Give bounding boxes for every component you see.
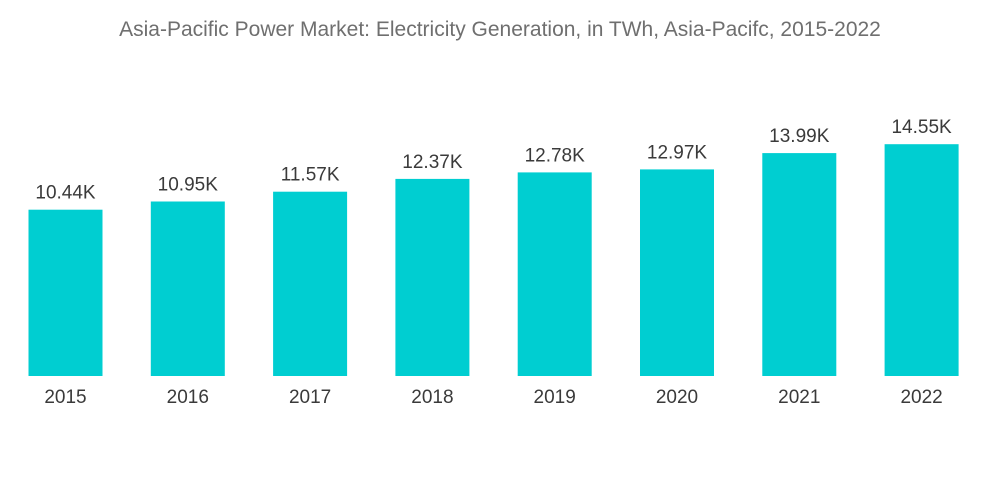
bar-2017 [273, 191, 348, 376]
value-label-2021: 13.99K [769, 126, 830, 147]
bars-layer [28, 144, 959, 376]
x-axis-ticks: 2015 2016 2017 2018 2019 2020 2021 2022 [44, 387, 942, 408]
value-label-2016: 10.95K [158, 175, 219, 196]
value-label-2017: 11.57K [281, 165, 340, 186]
x-tick-2018: 2018 [411, 387, 453, 408]
chart-title: Asia-Pacific Power Market: Electricity G… [119, 18, 881, 41]
bar-2016 [150, 201, 225, 376]
value-label-2022: 14.55K [891, 117, 952, 138]
x-tick-2015: 2015 [44, 387, 86, 408]
x-tick-2017: 2017 [289, 387, 331, 408]
x-tick-2019: 2019 [534, 387, 576, 408]
bar-2020 [640, 169, 714, 376]
x-tick-2020: 2020 [656, 387, 698, 408]
x-tick-2022: 2022 [900, 387, 942, 408]
bar-2018 [395, 178, 470, 376]
value-label-2015: 10.44K [35, 183, 96, 204]
value-label-2020: 12.97K [647, 142, 708, 163]
bar-2022 [884, 144, 959, 376]
bar-2015 [28, 209, 103, 376]
value-labels-layer: 10.44K 10.95K 11.57K 12.37K 12.78K 12.97K 13.9… [35, 117, 952, 204]
bar-2021 [762, 153, 837, 376]
x-tick-2021: 2021 [778, 387, 820, 408]
x-tick-2016: 2016 [167, 387, 209, 408]
value-label-2019: 12.78K [525, 145, 586, 166]
bar-2019 [517, 172, 592, 376]
value-label-2018: 12.37K [402, 152, 463, 173]
